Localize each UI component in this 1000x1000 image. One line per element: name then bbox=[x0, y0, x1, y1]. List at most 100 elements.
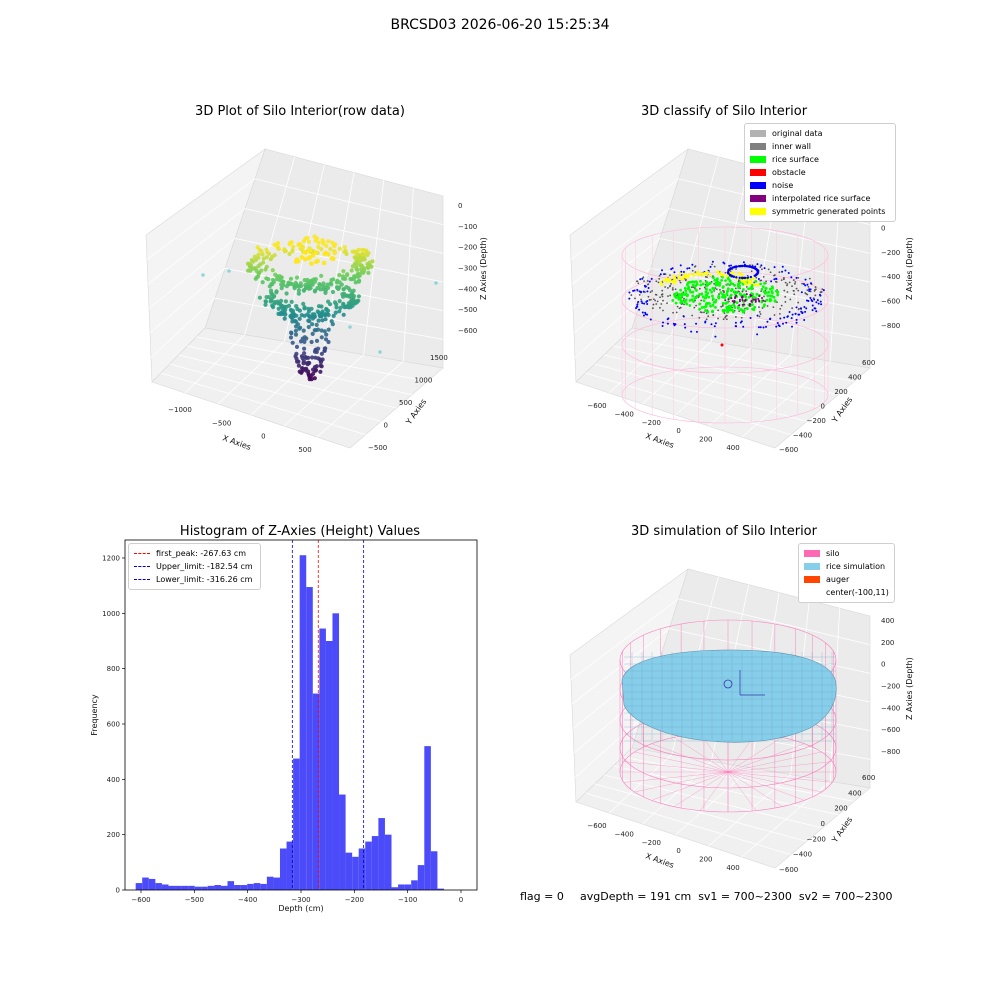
original-point bbox=[806, 289, 809, 292]
panel1-y-tick: 1500 bbox=[430, 354, 448, 362]
panel1-x-tick: 500 bbox=[298, 446, 311, 454]
noise-point bbox=[674, 323, 677, 326]
rice-surface-point bbox=[769, 298, 773, 302]
rice-surface-point bbox=[681, 292, 685, 296]
original-point bbox=[649, 298, 652, 301]
rice-surface-point bbox=[737, 305, 740, 309]
rice-surface-point bbox=[767, 290, 771, 294]
original-point bbox=[725, 318, 728, 321]
raw-point bbox=[319, 335, 324, 340]
histogram-x-tick: −200 bbox=[345, 896, 364, 904]
original-point bbox=[664, 273, 667, 276]
noise-point bbox=[819, 300, 822, 303]
rice-surface-point bbox=[741, 282, 745, 286]
raw-point bbox=[307, 248, 313, 253]
histogram-x-tick: −400 bbox=[238, 896, 257, 904]
panel1-zlabel: Z Axies (Depth) bbox=[479, 237, 488, 300]
histogram-bar bbox=[424, 746, 431, 890]
rice-surface-point bbox=[721, 293, 724, 296]
rice-surface-point bbox=[714, 283, 718, 287]
symmetric-point bbox=[659, 281, 663, 284]
raw-point bbox=[334, 305, 339, 310]
panel2-z-tick: −800 bbox=[881, 322, 900, 330]
raw-point bbox=[294, 344, 300, 349]
raw-point bbox=[289, 331, 294, 336]
rice-surface-point bbox=[698, 302, 702, 306]
noise-point bbox=[811, 309, 814, 312]
raw-point bbox=[301, 239, 306, 244]
original-point bbox=[763, 300, 766, 303]
raw-point bbox=[332, 250, 338, 256]
original-point bbox=[778, 271, 781, 274]
panel4-legend: silo rice simulation auger center(-100,11) bbox=[798, 543, 895, 603]
symmetric-point bbox=[691, 273, 694, 276]
noise-point bbox=[649, 318, 652, 321]
raw-point bbox=[331, 313, 336, 318]
silo-floor-line bbox=[727, 743, 805, 773]
histogram-bar bbox=[299, 555, 307, 890]
panel4-y-tick: 600 bbox=[862, 774, 875, 782]
original-point bbox=[724, 315, 727, 318]
raw-point bbox=[322, 329, 327, 334]
rice-surface-point bbox=[712, 288, 716, 291]
original-point bbox=[813, 290, 816, 292]
original-point bbox=[773, 274, 775, 277]
histogram-bar bbox=[371, 836, 379, 890]
histogram-chart: −600 −500 −400 −300 −200 −100 0 0 200 400 600 800 10… bbox=[90, 539, 478, 913]
raw-point bbox=[329, 256, 335, 261]
noise-point bbox=[760, 264, 763, 267]
figure-title: BRCSD03 2026-06-20 15:25:34 bbox=[390, 17, 610, 33]
rice-surface-point bbox=[702, 305, 706, 309]
original-point bbox=[698, 316, 701, 319]
raw-point bbox=[319, 304, 324, 309]
raw-point bbox=[290, 249, 295, 254]
raw-point bbox=[313, 328, 318, 333]
raw-point bbox=[341, 269, 346, 274]
raw-point bbox=[284, 291, 289, 296]
rice-surface-point bbox=[723, 309, 726, 313]
raw-point bbox=[290, 340, 295, 345]
noise-point bbox=[795, 318, 798, 321]
original-point bbox=[809, 290, 812, 293]
raw-point bbox=[257, 270, 262, 276]
raw-point bbox=[340, 274, 346, 279]
raw-point bbox=[297, 284, 302, 289]
rice-surface-point bbox=[732, 303, 735, 307]
raw-point bbox=[291, 244, 296, 249]
rice-surface-point bbox=[747, 287, 751, 291]
raw-point bbox=[301, 245, 306, 250]
raw-point bbox=[258, 262, 263, 267]
raw-point bbox=[321, 260, 327, 266]
original-point bbox=[678, 279, 681, 282]
silo-floor-line bbox=[727, 737, 783, 773]
legend-item: rice surface bbox=[750, 153, 890, 166]
raw-point bbox=[311, 371, 316, 376]
raw-point bbox=[319, 247, 324, 252]
raw-point bbox=[310, 355, 315, 360]
noise-point bbox=[820, 303, 823, 306]
noise-point bbox=[775, 325, 778, 328]
original-point bbox=[683, 297, 685, 300]
rice-surface-point bbox=[711, 303, 715, 307]
original-point bbox=[703, 286, 706, 289]
legend-label: center(-100,11) bbox=[826, 588, 889, 597]
noise-point bbox=[688, 267, 691, 270]
raw-point bbox=[312, 289, 317, 294]
raw-point bbox=[337, 246, 342, 251]
noise-point bbox=[628, 297, 631, 300]
original-point bbox=[679, 281, 682, 284]
original-point bbox=[783, 289, 786, 292]
rice-surface-point bbox=[768, 287, 772, 291]
original-point bbox=[695, 304, 698, 307]
legend-label: auger bbox=[826, 575, 850, 584]
raw-point bbox=[307, 319, 312, 324]
noise-point bbox=[776, 321, 779, 324]
noise-point bbox=[816, 299, 819, 302]
raw-point bbox=[301, 288, 306, 293]
raw-point bbox=[353, 299, 358, 305]
raw-point bbox=[306, 369, 311, 374]
raw-point bbox=[341, 312, 346, 317]
original-point bbox=[646, 283, 649, 286]
symmetric-point bbox=[744, 283, 748, 287]
original-point bbox=[683, 303, 685, 306]
